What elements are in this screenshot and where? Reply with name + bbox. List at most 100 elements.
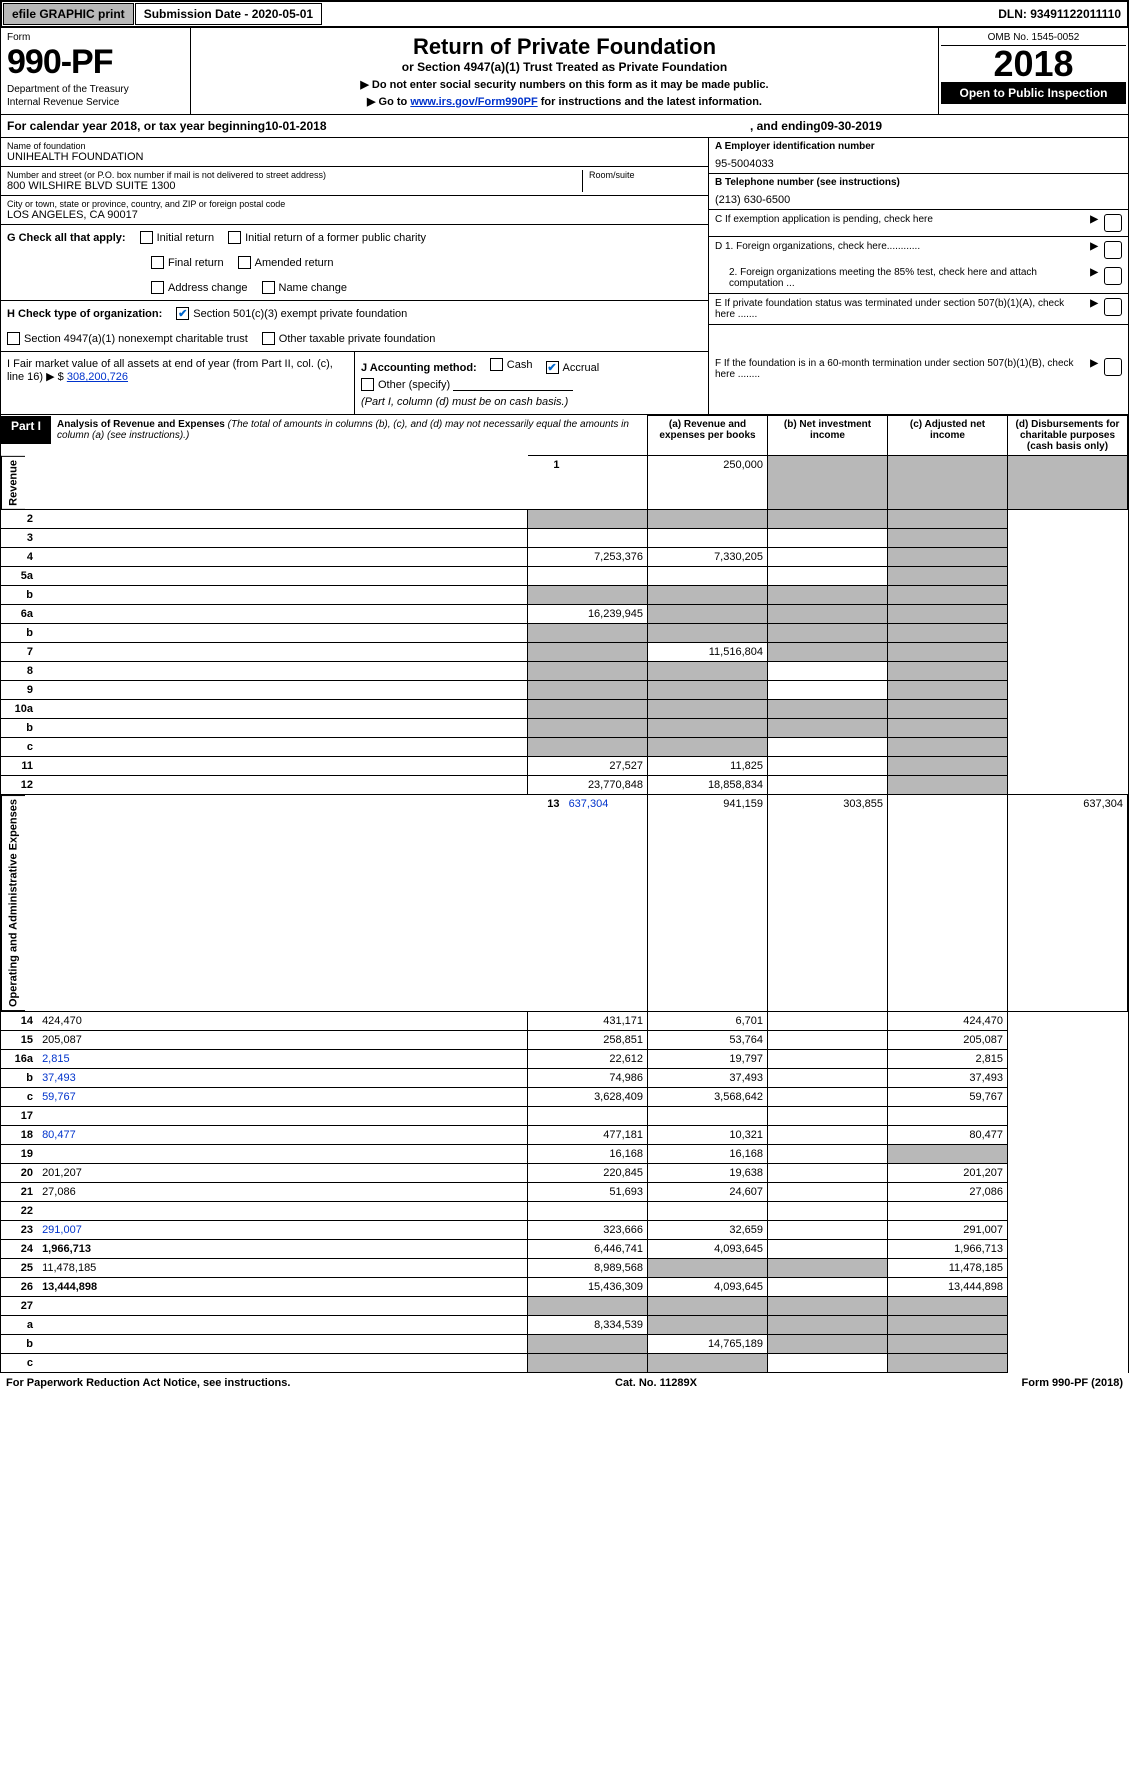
table-row: 27 <box>1 1297 1128 1316</box>
cell-c <box>768 1297 888 1316</box>
cell-c <box>768 757 888 776</box>
omb-year-block: OMB No. 1545-0052 2018 Open to Public In… <box>938 28 1128 114</box>
table-row: 23 291,007323,66632,659291,007 <box>1 1221 1128 1240</box>
cell-c <box>768 1259 888 1278</box>
h-other-taxable[interactable]: Other taxable private foundation <box>262 332 436 345</box>
cell-a: 477,181 <box>528 1126 648 1145</box>
e-row: E If private foundation status was termi… <box>709 294 1128 325</box>
cell-a: 27,527 <box>528 757 648 776</box>
cell-d: 2,815 <box>888 1050 1008 1069</box>
cell-c <box>768 605 888 624</box>
info-right: A Employer identification number 95-5004… <box>708 138 1128 352</box>
cell-b: 19,638 <box>648 1164 768 1183</box>
h-4947a1[interactable]: Section 4947(a)(1) nonexempt charitable … <box>7 332 248 345</box>
table-row: 22 <box>1 1202 1128 1221</box>
g-initial-former[interactable]: Initial return of a former public charit… <box>228 231 426 244</box>
cell-c <box>768 1050 888 1069</box>
d2-checkbox[interactable] <box>1104 267 1122 285</box>
cell-c <box>768 548 888 567</box>
table-row: 16a 2,81522,61219,7972,815 <box>1 1050 1128 1069</box>
g-amended-return[interactable]: Amended return <box>238 256 334 269</box>
line-desc: 2 <box>1 510 528 529</box>
g-initial-return[interactable]: Initial return <box>140 231 214 244</box>
j-label: J Accounting method: <box>361 362 477 374</box>
calendar-year-row: For calendar year 2018, or tax year begi… <box>0 115 1129 138</box>
g-address-change[interactable]: Address change <box>151 281 248 294</box>
j-accrual[interactable]: ✔Accrual <box>546 361 600 374</box>
cell-a <box>528 586 648 605</box>
cell-b: 4,093,645 <box>648 1240 768 1259</box>
cell-b <box>648 738 768 757</box>
cell-c <box>768 1221 888 1240</box>
cell-d <box>888 605 1008 624</box>
cell-d <box>888 643 1008 662</box>
open-public-badge: Open to Public Inspection <box>941 82 1126 104</box>
cell-c <box>768 1202 888 1221</box>
cell-b <box>648 700 768 719</box>
cell-c <box>768 681 888 700</box>
line-desc: 26 13,444,898 <box>1 1278 528 1297</box>
table-row: 20 201,207220,84519,638201,207 <box>1 1164 1128 1183</box>
cell-c <box>768 1088 888 1107</box>
foundation-name-label: Name of foundation <box>7 141 702 151</box>
cell-d: 27,086 <box>888 1183 1008 1202</box>
cell-b <box>648 662 768 681</box>
cell-c <box>768 1031 888 1050</box>
dln-label: DLN: 93491122011110 <box>998 7 1127 21</box>
line-desc: 11 <box>1 757 528 776</box>
cell-b: 24,607 <box>648 1183 768 1202</box>
d1-checkbox[interactable] <box>1104 241 1122 259</box>
cell-b <box>648 719 768 738</box>
foundation-name-cell: Name of foundation UNIHEALTH FOUNDATION <box>1 138 708 167</box>
table-row: a 8,334,539 <box>1 1316 1128 1335</box>
g-name-change[interactable]: Name change <box>262 281 348 294</box>
cell-b <box>648 1316 768 1335</box>
city-value: LOS ANGELES, CA 90017 <box>7 209 702 221</box>
room-suite-label: Room/suite <box>589 170 702 180</box>
j-other[interactable]: Other (specify) <box>361 378 450 391</box>
top-bar: efile GRAPHIC print Submission Date - 20… <box>0 0 1129 28</box>
cell-a <box>528 681 648 700</box>
irs-link[interactable]: www.irs.gov/Form990PF <box>410 96 537 108</box>
cell-d <box>888 567 1008 586</box>
cell-a: 6,446,741 <box>528 1240 648 1259</box>
cell-c <box>768 1240 888 1259</box>
cell-c <box>768 662 888 681</box>
info-grid: Name of foundation UNIHEALTH FOUNDATION … <box>0 138 1129 352</box>
cell-a: 250,000 <box>648 456 768 510</box>
h-501c3[interactable]: ✔Section 501(c)(3) exempt private founda… <box>176 307 407 320</box>
cal-mid: , and ending <box>750 119 821 133</box>
c-checkbox[interactable] <box>1104 214 1122 232</box>
info-left: Name of foundation UNIHEALTH FOUNDATION … <box>1 138 708 352</box>
j-cash[interactable]: Cash <box>490 358 533 371</box>
ein-value: 95-5004033 <box>715 158 1122 170</box>
cell-c <box>768 1335 888 1354</box>
cell-c <box>768 776 888 795</box>
cell-b: 303,855 <box>768 795 888 1012</box>
line-desc: 27 <box>1 1297 528 1316</box>
cell-a: 22,612 <box>528 1050 648 1069</box>
phone-label: B Telephone number (see instructions) <box>715 177 900 188</box>
cell-d <box>888 757 1008 776</box>
cell-c <box>768 643 888 662</box>
cell-b: 53,764 <box>648 1031 768 1050</box>
line-desc: b <box>1 719 528 738</box>
cell-a <box>528 529 648 548</box>
g-final-return[interactable]: Final return <box>151 256 224 269</box>
goto-post: for instructions and the latest informat… <box>541 96 762 108</box>
i-value[interactable]: 308,200,726 <box>67 371 128 383</box>
cell-c <box>768 624 888 643</box>
cell-c <box>768 1278 888 1297</box>
e-checkbox[interactable] <box>1104 298 1122 316</box>
line-desc: 12 <box>1 776 528 795</box>
form-header: Form 990-PF Department of the Treasury I… <box>0 28 1129 115</box>
revenue-section-label: Revenue <box>1 456 25 510</box>
line-desc: 16a 2,815 <box>1 1050 528 1069</box>
table-row: 2 <box>1 510 1128 529</box>
cell-d <box>888 662 1008 681</box>
cell-d <box>888 681 1008 700</box>
efile-graphic-print-button[interactable]: efile GRAPHIC print <box>3 3 134 25</box>
f-checkbox[interactable] <box>1104 358 1122 376</box>
submission-date: Submission Date - 2020-05-01 <box>135 3 322 25</box>
cell-d: 37,493 <box>888 1069 1008 1088</box>
